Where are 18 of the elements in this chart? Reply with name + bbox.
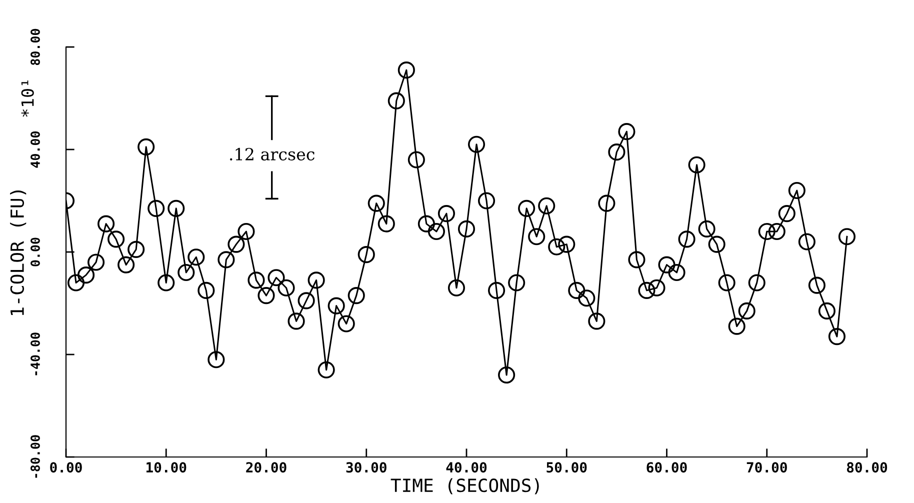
y-tick-label: 80.00 — [30, 28, 40, 66]
x-tick-label: 50.00 — [546, 462, 587, 473]
x-tick-label: 30.00 — [346, 462, 386, 473]
y-tick-label: -40.00 — [30, 332, 40, 376]
x-axis-title: TIME (SECONDS) — [390, 478, 539, 494]
y-tick-label: -80.00 — [30, 435, 40, 478]
x-tick-label: 0.00 — [50, 462, 82, 473]
y-axis-title: 1-COLOR (FU) — [10, 190, 26, 316]
text: *10¹ — [21, 80, 34, 117]
y-tick-label: 40.00 — [30, 131, 40, 168]
x-tick-label: 70.00 — [746, 462, 787, 473]
annotation: .12 arcsec — [230, 148, 314, 160]
y-tick-label: 0.00 — [30, 238, 40, 266]
x-tick-label: 40.00 — [446, 462, 487, 473]
x-tick-label: 60.00 — [646, 462, 687, 473]
x-tick-label: 10.00 — [146, 462, 186, 473]
x-tick-label: 80.00 — [846, 462, 888, 473]
x-tick-label: 20.00 — [246, 462, 286, 473]
